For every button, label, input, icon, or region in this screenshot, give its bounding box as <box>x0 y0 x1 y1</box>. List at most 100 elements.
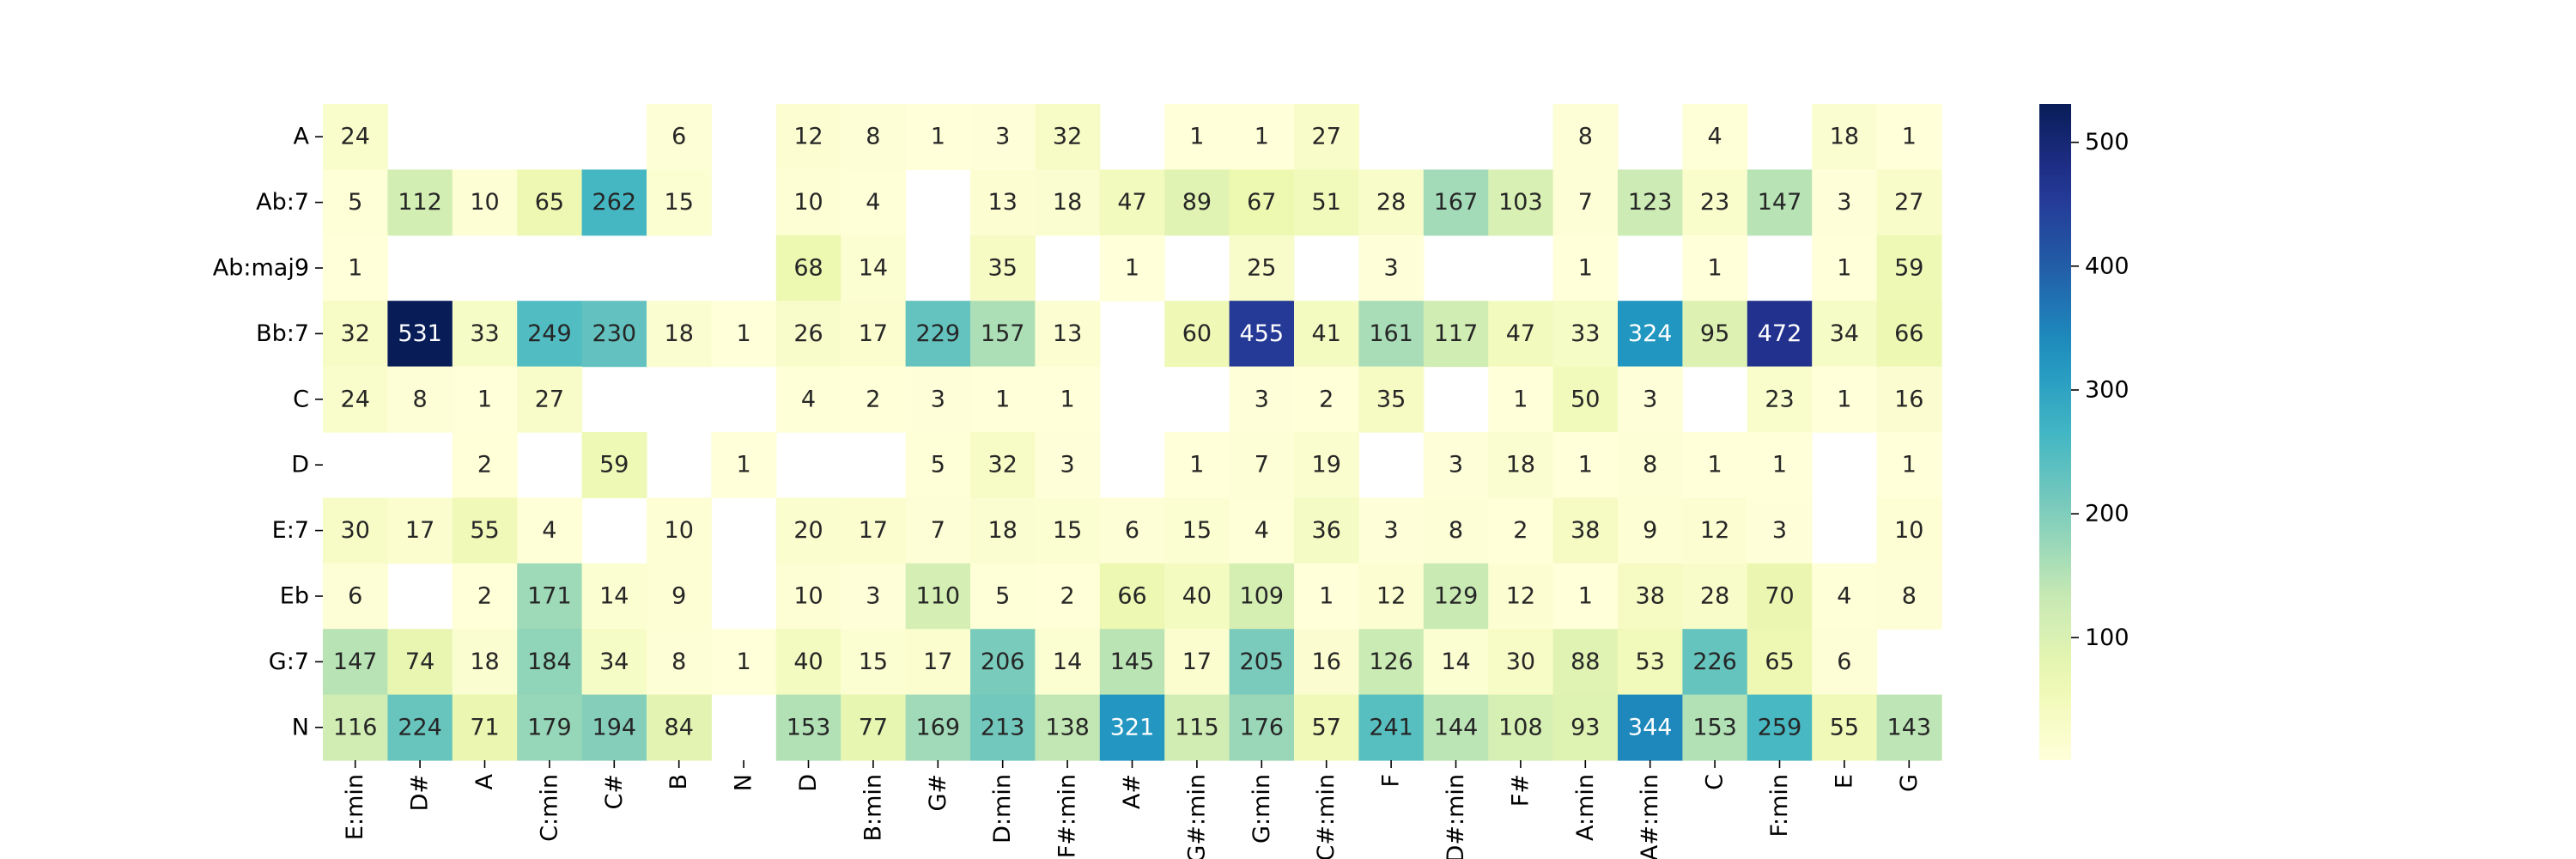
x-tick-label-c: C <box>1702 774 1728 790</box>
heatmap-cells <box>323 104 1942 761</box>
cell-n-d <box>775 694 841 761</box>
cell-value-label: 50 <box>1571 386 1600 412</box>
cell-value-label: 51 <box>1312 189 1341 216</box>
cell-value-label: 15 <box>1182 517 1212 544</box>
cell-c-c-min <box>517 366 583 433</box>
cell-value-label: 18 <box>988 517 1018 544</box>
cell-g-7-g-min <box>1229 629 1295 696</box>
cell-bb-7-fsharp <box>1488 301 1554 368</box>
cell-g-7-e-min <box>323 629 388 696</box>
cell-e-7-f <box>1358 497 1425 564</box>
x-axis: E:min D# A C:min C# B N D B:min G# D:min F#:min A# G#… <box>342 760 1923 859</box>
cell-value-label: 8 <box>866 124 880 150</box>
cell-eb-gsharp-min <box>1164 563 1230 630</box>
cell-value-label: 65 <box>535 189 564 216</box>
cell-g-7-csharp <box>581 629 647 696</box>
cell-c-gsharp <box>905 366 971 433</box>
cell-bb-7-dsharp-min <box>1423 301 1489 368</box>
cell-bb-7-d <box>775 301 841 368</box>
cell-value-label: 108 <box>1498 714 1543 740</box>
cell-value-label: 4 <box>542 517 556 544</box>
cell-value-label: 18 <box>665 320 694 347</box>
cell-value-label: 1 <box>737 320 751 347</box>
cell-value-label: 27 <box>1894 189 1923 216</box>
cell-g-7-b <box>647 629 712 696</box>
cell-value-label: 1 <box>1189 124 1204 150</box>
cell-n-fsharp-min <box>1035 694 1101 761</box>
cell-value-label: 15 <box>1053 517 1082 544</box>
cell-value-label: 3 <box>1837 189 1851 216</box>
cell-e-7-asharp <box>1099 497 1165 564</box>
cell-value-label: 3 <box>1772 517 1787 544</box>
x-tick-label-a-min: A:min <box>1572 774 1599 841</box>
cell-value-label: 23 <box>1765 386 1794 412</box>
x-tick-label-fsharp-min: F#:min <box>1054 774 1081 858</box>
cell-value-label: 1 <box>1772 452 1787 478</box>
cell-value-label: 19 <box>1312 452 1341 478</box>
cell-c-d <box>775 366 841 433</box>
cell-value-label: 7 <box>1255 452 1269 478</box>
cell-ab-7-csharp <box>581 169 647 236</box>
y-tick-label-eb: Eb <box>280 583 309 610</box>
cell-value-label: 7 <box>931 517 945 544</box>
cell-e-7-c <box>1682 497 1748 564</box>
cell-value-label: 455 <box>1240 320 1285 347</box>
cell-eb-asharp-min <box>1618 563 1683 630</box>
cell-eb-c <box>1682 563 1748 630</box>
cell-value-label: 230 <box>592 320 637 347</box>
cell-bb-7-gsharp-min <box>1164 301 1230 368</box>
cell-value-label: 4 <box>1837 583 1851 610</box>
cell-value-label: 1 <box>1189 452 1204 478</box>
x-tick-label-dsharp: D# <box>407 774 434 811</box>
cell-value-label: 10 <box>793 189 823 216</box>
cell-value-label: 226 <box>1692 649 1737 675</box>
x-tick-label-gsharp: G# <box>925 774 951 812</box>
cell-bb-7-f <box>1358 301 1425 368</box>
cell-value-label: 169 <box>916 714 961 740</box>
cell-value-label: 47 <box>1506 320 1535 347</box>
x-tick-label-csharp: C# <box>601 774 628 809</box>
cell-n-a-min <box>1552 694 1619 761</box>
cell-value-label: 28 <box>1700 583 1729 610</box>
cell-eb-f-min <box>1747 563 1813 630</box>
cell-g-7-asharp <box>1099 629 1165 696</box>
x-tick-label-g-min: G:min <box>1249 774 1275 844</box>
cell-value-label: 55 <box>470 517 499 544</box>
cell-value-label: 531 <box>398 320 442 347</box>
cell-bb-7-csharp-min <box>1294 301 1359 368</box>
cell-value-label: 1 <box>931 124 945 150</box>
cell-eb-gsharp <box>905 563 971 630</box>
cell-value-label: 109 <box>1240 583 1285 610</box>
cell-value-label: 129 <box>1434 583 1479 610</box>
cell-value-label: 8 <box>1902 583 1917 610</box>
cell-e-7-gsharp-min <box>1164 497 1230 564</box>
cell-a-b <box>647 104 712 170</box>
cell-value-label: 12 <box>793 124 823 150</box>
cell-n-a <box>452 694 518 761</box>
cell-value-label: 18 <box>1830 124 1859 150</box>
cell-d-fsharp <box>1488 432 1554 498</box>
cell-value-label: 103 <box>1498 189 1543 216</box>
cell-value-label: 17 <box>923 649 952 675</box>
cell-eb-e-min <box>323 563 388 630</box>
cell-bb-7-fsharp-min <box>1035 301 1101 368</box>
cell-ab-maj9-g-min <box>1229 235 1295 302</box>
cell-value-label: 179 <box>527 714 572 740</box>
cell-c-fsharp-min <box>1035 366 1101 433</box>
cell-value-label: 472 <box>1758 320 1802 347</box>
cell-n-gsharp <box>905 694 971 761</box>
cell-c-f <box>1358 366 1425 433</box>
cell-value-label: 1 <box>1578 255 1593 282</box>
cell-value-label: 9 <box>1643 517 1657 544</box>
cell-value-label: 17 <box>859 320 888 347</box>
cell-ab-7-d-min <box>970 169 1036 236</box>
cell-eb-fsharp <box>1488 563 1554 630</box>
cell-value-label: 32 <box>341 320 370 347</box>
cell-n-csharp-min <box>1294 694 1359 761</box>
cell-a-a-min <box>1552 104 1619 170</box>
cell-value-label: 12 <box>1700 517 1729 544</box>
y-tick-label-ab-maj9: Ab:maj9 <box>213 255 309 282</box>
cell-d-csharp <box>581 432 647 498</box>
x-tick-label-f: F <box>1378 774 1405 788</box>
cell-d-n <box>711 432 777 498</box>
